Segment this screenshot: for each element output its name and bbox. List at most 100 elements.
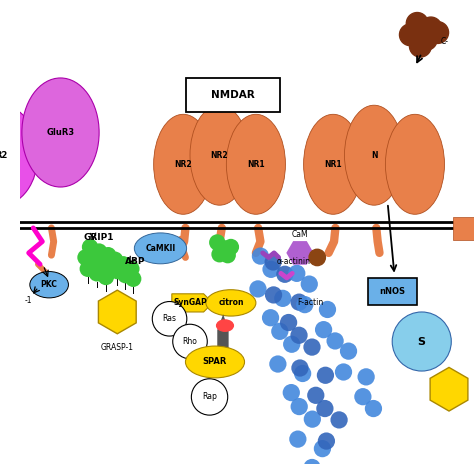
Circle shape	[309, 249, 326, 265]
Circle shape	[303, 338, 320, 356]
Circle shape	[283, 336, 301, 353]
Circle shape	[291, 327, 308, 344]
Circle shape	[249, 280, 266, 298]
Circle shape	[86, 254, 103, 270]
Ellipse shape	[216, 319, 234, 332]
Circle shape	[117, 267, 134, 283]
Circle shape	[152, 301, 187, 336]
Text: C-: C-	[440, 37, 448, 46]
Text: ABP: ABP	[125, 257, 146, 266]
Circle shape	[82, 239, 98, 255]
Text: CaM: CaM	[292, 230, 308, 239]
Text: GRASP-1: GRASP-1	[101, 343, 134, 352]
Circle shape	[265, 286, 282, 303]
Polygon shape	[99, 290, 136, 334]
Circle shape	[115, 256, 131, 273]
Circle shape	[317, 366, 334, 384]
Circle shape	[316, 400, 334, 417]
Circle shape	[291, 293, 308, 311]
FancyBboxPatch shape	[453, 217, 474, 240]
Ellipse shape	[385, 114, 445, 214]
Circle shape	[301, 275, 318, 293]
Text: CaMKII: CaMKII	[146, 244, 175, 253]
Text: citron: citron	[218, 299, 244, 307]
Text: S: S	[418, 337, 426, 346]
Circle shape	[292, 359, 309, 377]
Circle shape	[276, 265, 293, 283]
Circle shape	[223, 239, 239, 255]
Circle shape	[271, 323, 289, 340]
Text: R2: R2	[0, 151, 8, 160]
Ellipse shape	[134, 233, 187, 264]
Text: SynGAP: SynGAP	[173, 299, 207, 307]
Ellipse shape	[345, 105, 403, 205]
Circle shape	[314, 440, 331, 457]
Ellipse shape	[0, 105, 38, 205]
Circle shape	[335, 364, 352, 381]
Circle shape	[289, 430, 307, 448]
Ellipse shape	[206, 290, 256, 316]
Circle shape	[123, 261, 139, 277]
Circle shape	[80, 261, 96, 277]
Text: NMDAR: NMDAR	[211, 90, 255, 100]
Text: SPAR: SPAR	[203, 357, 227, 366]
Circle shape	[283, 384, 300, 401]
Text: NR2: NR2	[211, 151, 228, 160]
Circle shape	[263, 261, 280, 278]
Circle shape	[400, 24, 421, 46]
Circle shape	[327, 332, 344, 350]
Circle shape	[262, 309, 279, 327]
Text: Rap: Rap	[202, 392, 217, 401]
Circle shape	[109, 263, 126, 279]
Circle shape	[410, 35, 431, 57]
Text: Ras: Ras	[163, 314, 176, 323]
Circle shape	[269, 356, 286, 373]
Ellipse shape	[227, 114, 285, 214]
Text: NR1: NR1	[247, 160, 264, 169]
Circle shape	[95, 258, 112, 274]
Ellipse shape	[22, 78, 99, 187]
Circle shape	[330, 411, 348, 428]
Circle shape	[91, 243, 107, 260]
FancyBboxPatch shape	[186, 78, 281, 111]
Ellipse shape	[304, 114, 363, 214]
Circle shape	[98, 269, 114, 285]
Circle shape	[191, 379, 228, 415]
Text: Rho: Rho	[182, 337, 198, 346]
Circle shape	[288, 264, 305, 282]
Circle shape	[125, 271, 141, 287]
Text: α-actinin: α-actinin	[276, 257, 310, 266]
Circle shape	[357, 368, 375, 385]
Circle shape	[209, 234, 226, 251]
Circle shape	[304, 410, 321, 428]
Circle shape	[307, 387, 324, 404]
Ellipse shape	[30, 272, 68, 298]
Circle shape	[294, 365, 311, 382]
Circle shape	[264, 254, 282, 271]
Polygon shape	[286, 241, 314, 264]
Text: N: N	[371, 151, 377, 160]
Circle shape	[427, 22, 448, 44]
Circle shape	[354, 388, 372, 405]
Circle shape	[296, 296, 313, 313]
Circle shape	[291, 398, 308, 415]
Circle shape	[406, 12, 428, 34]
Polygon shape	[430, 367, 468, 411]
Ellipse shape	[185, 346, 245, 378]
Circle shape	[319, 301, 336, 318]
Circle shape	[303, 459, 321, 474]
Circle shape	[77, 249, 94, 265]
Circle shape	[219, 247, 236, 264]
Circle shape	[252, 247, 269, 264]
Circle shape	[340, 343, 357, 360]
Ellipse shape	[190, 105, 249, 205]
Polygon shape	[217, 314, 228, 352]
Circle shape	[315, 321, 332, 338]
Circle shape	[415, 28, 437, 50]
Polygon shape	[172, 294, 213, 312]
Circle shape	[216, 240, 232, 256]
Text: PKC: PKC	[41, 280, 57, 289]
Circle shape	[89, 265, 105, 282]
Text: GRIP1: GRIP1	[84, 233, 114, 242]
Circle shape	[365, 400, 382, 417]
